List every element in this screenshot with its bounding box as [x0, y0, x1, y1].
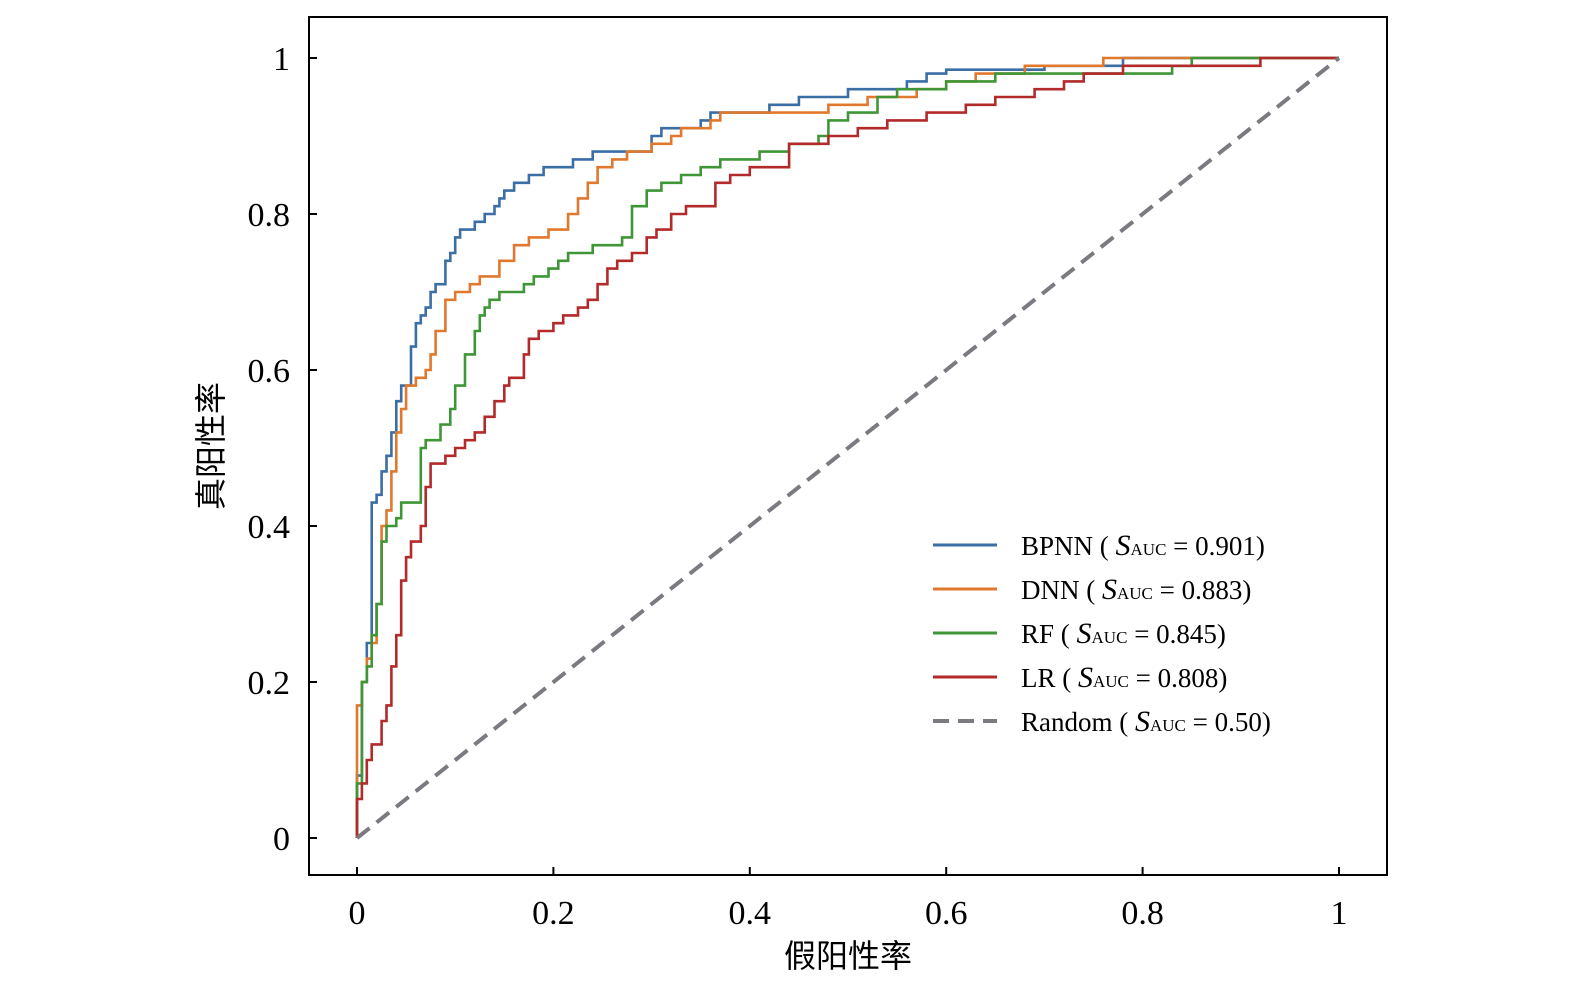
legend-label-lr: LR ( SAUC = 0.808) — [1021, 661, 1227, 694]
legend-label-dnn: DNN ( SAUC = 0.883) — [1021, 573, 1251, 606]
y-tick-label: 1 — [273, 41, 290, 78]
series-line-dnn — [355, 56, 1339, 838]
plot-frame — [308, 16, 1388, 876]
series-line-rf — [355, 56, 1339, 838]
series-line-random — [355, 56, 1341, 840]
axis-ticks: 0 0.2 0.4 0.6 0.8 1 0 0.2 0.4 0.6 0.8 1 — [248, 41, 1348, 932]
y-axis-title: 真阳性率 — [192, 382, 230, 510]
y-tick-label: 0 — [273, 821, 290, 858]
y-tick-label: 0.4 — [248, 509, 291, 546]
x-axis-title: 假阳性率 — [784, 937, 912, 975]
x-tick-label: 0.8 — [1121, 895, 1164, 932]
legend-label-rf: RF ( SAUC = 0.845) — [1021, 617, 1226, 650]
x-tick-label: 0.4 — [729, 895, 772, 932]
y-tick-label: 0.6 — [248, 353, 291, 390]
y-tick-label: 0.8 — [248, 197, 291, 234]
y-tick-label: 0.2 — [248, 665, 291, 702]
series-line-lr — [355, 56, 1339, 838]
legend-label-bpnn: BPNN ( SAUC = 0.901) — [1021, 529, 1265, 562]
series-line-bpnn — [355, 56, 1339, 838]
x-tick-label: 1 — [1331, 895, 1348, 932]
series-lines — [355, 56, 1341, 840]
x-tick-label: 0.2 — [532, 895, 575, 932]
x-tick-label: 0 — [349, 895, 366, 932]
legend-label-random: Random ( SAUC = 0.50) — [1021, 705, 1271, 738]
x-tick-label: 0.6 — [925, 895, 968, 932]
legend: BPNN ( SAUC = 0.901) DNN ( SAUC = 0.883) R… — [933, 529, 1271, 738]
